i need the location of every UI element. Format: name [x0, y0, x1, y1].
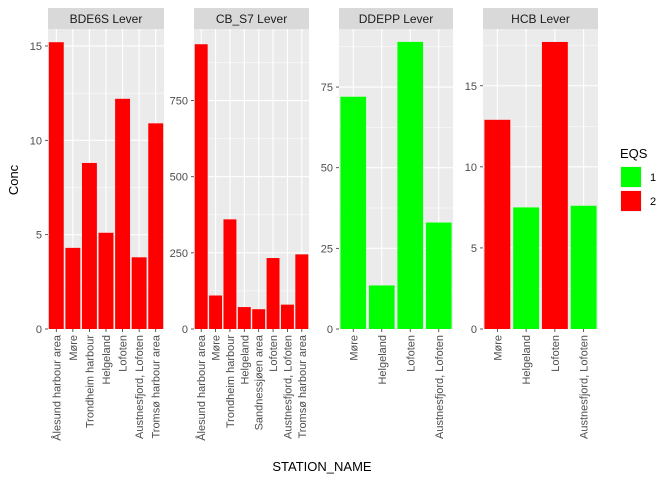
x-tick-label: Austnesfjord, Lofoten — [134, 335, 146, 439]
y-tick-label: 5 — [471, 243, 477, 255]
x-tick-label: Austnesfjord, Lofoten — [282, 335, 294, 439]
x-tick-label: Helgeland — [101, 335, 113, 385]
bar — [280, 304, 294, 329]
bar — [295, 254, 309, 329]
x-tick-label: Tromsø harbour area — [297, 334, 309, 438]
bar — [194, 44, 208, 330]
facet-2: DDEPP Lever 0 25 50 75 Møre Helgeland Lofoten Au… — [321, 8, 453, 439]
bar — [209, 295, 223, 329]
y-tick-label: 15 — [30, 41, 42, 53]
x-tick-label: Helgeland — [377, 335, 389, 385]
bar — [131, 257, 147, 329]
legend-label: 1 — [650, 172, 656, 184]
facet-3: HCB Lever 0 5 10 15 Møre Helgeland Lofoten Austn… — [465, 8, 598, 439]
x-tick-label: Austnesfjord, Lofoten — [434, 335, 446, 439]
facet-strip — [194, 8, 309, 29]
facet-strip — [339, 8, 453, 29]
y-axis-title: Conc — [6, 164, 21, 195]
bar — [223, 219, 237, 329]
x-tick-label: Møre — [68, 335, 80, 361]
y-tick-label: 5 — [36, 230, 42, 242]
facet-1: CB_S7 Lever 0 250 500 750 Ålesund harbour are… — [170, 8, 309, 441]
y-tick-label: 500 — [170, 172, 188, 184]
panel-background — [194, 29, 309, 329]
bar — [484, 119, 511, 329]
bar — [541, 41, 568, 330]
legend-swatch — [621, 167, 641, 187]
bar — [48, 42, 64, 329]
legend: EQS 1 2 — [620, 146, 656, 212]
x-tick-label: Lofoten — [550, 335, 562, 372]
x-tick-label: Trondheim harbour — [225, 335, 237, 428]
y-tick-label: 0 — [182, 324, 188, 336]
x-tick-label: Møre — [348, 335, 360, 361]
y-tick-label: 50 — [321, 163, 333, 175]
y-tick-label: 75 — [321, 82, 333, 94]
bar — [368, 285, 395, 329]
y-tick-label: 250 — [170, 248, 188, 260]
y-tick-label: 10 — [30, 135, 42, 147]
y-tick-label: 750 — [170, 96, 188, 108]
bar — [425, 222, 452, 329]
bar — [115, 98, 131, 330]
x-tick-label: Helgeland — [521, 335, 533, 385]
facet-title: CB_S7 Lever — [216, 12, 287, 26]
x-tick-label: Helgeland — [239, 335, 251, 385]
bar — [252, 309, 266, 329]
y-tick-label: 0 — [36, 324, 42, 336]
bar — [81, 162, 97, 329]
facet-strip — [48, 8, 164, 29]
y-tick-label: 25 — [321, 243, 333, 255]
y-tick-label: 0 — [471, 324, 477, 336]
bar — [513, 207, 540, 329]
legend-title: EQS — [620, 146, 648, 161]
x-tick-label: Ålesund harbour area — [195, 334, 208, 441]
x-tick-label: Lofoten — [405, 335, 417, 372]
bar — [266, 258, 280, 329]
x-tick-label: Lofoten — [118, 335, 130, 372]
bar — [65, 247, 81, 329]
facet-title: BDE6S Lever — [70, 12, 143, 26]
facet-title: DDEPP Lever — [359, 12, 433, 26]
x-tick-label: Ålesund harbour area — [50, 334, 63, 441]
legend-swatch — [621, 191, 641, 211]
facet-0: BDE6S Lever 0 5 10 15 Ålesund harbour area Mør… — [30, 8, 164, 441]
bar — [397, 41, 424, 329]
x-tick-label: Møre — [492, 335, 504, 361]
x-tick-label: Møre — [211, 335, 223, 361]
bar — [148, 123, 164, 329]
bar — [340, 96, 367, 329]
bar — [570, 205, 597, 329]
y-tick-label: 0 — [327, 324, 333, 336]
facet-title: HCB Lever — [511, 12, 570, 26]
x-tick-label: Lofoten — [268, 335, 280, 372]
facet-strip — [483, 8, 598, 29]
x-tick-label: Austnesfjord, Lofoten — [579, 335, 591, 439]
x-tick-label: Trondheim harbour — [84, 335, 96, 428]
y-tick-label: 10 — [465, 162, 477, 174]
y-tick-label: 15 — [465, 81, 477, 93]
x-tick-label: Sandnessjøen area — [254, 334, 266, 430]
legend-label: 2 — [650, 196, 656, 208]
x-axis-title: STATION_NAME — [272, 459, 372, 474]
bar — [98, 232, 114, 329]
bar — [237, 307, 251, 329]
x-tick-label: Tromsø harbour area — [151, 334, 163, 438]
